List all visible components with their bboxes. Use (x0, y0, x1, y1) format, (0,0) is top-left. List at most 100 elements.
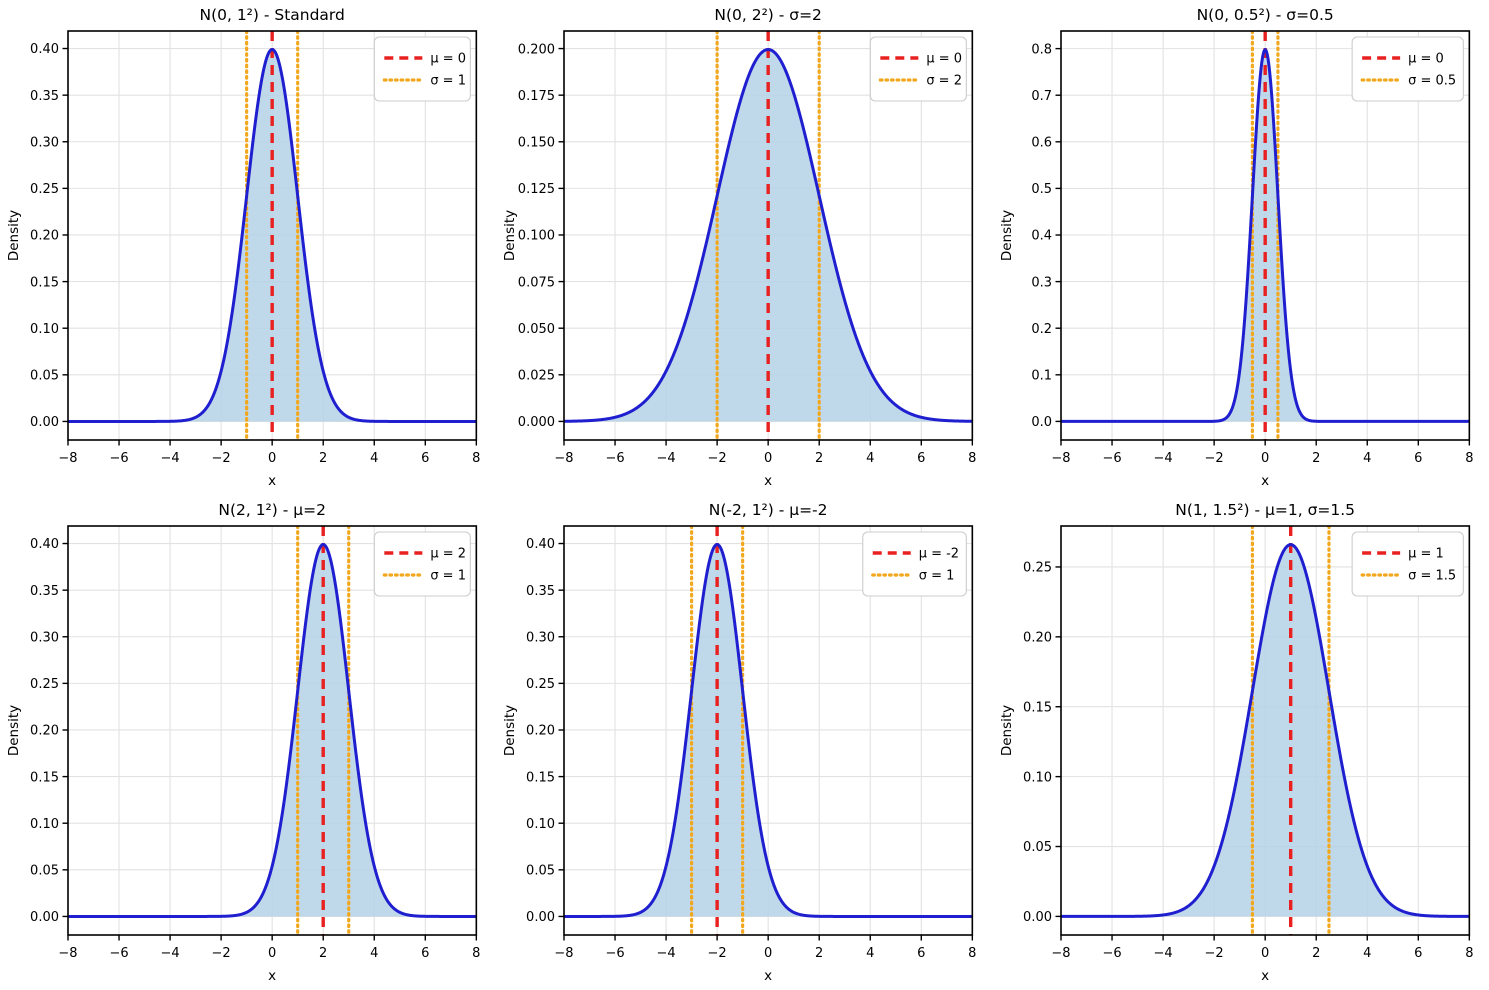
x-tick-label: 0 (764, 946, 772, 961)
subplot-title: N(0, 2²) - σ=2 (715, 6, 822, 24)
x-tick-label: 2 (1312, 451, 1320, 466)
x-axis-ticks: −8 −6 −4 −2 0 2 4 6 8 (1051, 440, 1473, 466)
x-tick-label: −2 (1204, 451, 1223, 466)
x-tick-label: 6 (1414, 451, 1422, 466)
x-axis-ticks: −8 −6 −4 −2 0 2 4 6 8 (555, 440, 977, 466)
x-tick-label: 4 (866, 451, 874, 466)
legend: μ = 0 σ = 1 (373, 36, 471, 102)
legend-label: μ = 2 (430, 547, 466, 562)
legend-box (862, 531, 968, 597)
y-tick-label: 0.8 (1031, 42, 1052, 57)
y-axis-ticks: 0.00 0.05 0.10 0.15 0.20 0.25 0.30 0.35 0.40 (30, 537, 68, 925)
x-tick-label: −2 (708, 946, 727, 961)
x-tick-label: 2 (319, 946, 327, 961)
subplot-6: −8 −6 −4 −2 0 2 4 6 8 0.00 0.05 0.10 0.15 0.20 0.25 x De… (993, 495, 1489, 990)
x-tick-label: −4 (161, 451, 180, 466)
legend-label: σ = 1.5 (1408, 569, 1456, 584)
legend-box (373, 36, 471, 102)
y-tick-label: 0.6 (1031, 136, 1052, 151)
y-tick-label: 0.00 (1023, 910, 1052, 925)
subplot-3: −8 −6 −4 −2 0 2 4 6 8 0.0 0.1 0.2 0.3 0.4 0.5 0.6 0.7 0.8… (993, 0, 1489, 495)
density-curve (1060, 543, 1469, 918)
x-tick-label: −2 (212, 946, 231, 961)
y-tick-label: 0.10 (30, 322, 59, 337)
y-tick-label: 0.050 (518, 322, 555, 337)
legend-label: σ = 1 (919, 569, 955, 584)
x-tick-label: 2 (319, 451, 327, 466)
subplot-1: −8 −6 −4 −2 0 2 4 6 8 0.00 0.05 0.10 0.15 0.20 0.25 0.3… (0, 0, 496, 495)
x-tick-label: 6 (917, 946, 925, 961)
x-tick-label: −6 (1102, 451, 1121, 466)
y-tick-label: 0.30 (30, 630, 59, 645)
y-tick-label: 0.20 (526, 724, 555, 739)
x-tick-label: −2 (1204, 946, 1223, 961)
y-tick-label: 0.05 (526, 864, 555, 879)
x-tick-label: 4 (1363, 946, 1371, 961)
x-tick-label: −4 (657, 451, 676, 466)
x-tick-label: 6 (421, 451, 429, 466)
y-tick-label: 0.20 (30, 724, 59, 739)
y-axis-label: Density (999, 210, 1015, 261)
x-tick-label: 0 (268, 946, 276, 961)
x-tick-label: −6 (109, 946, 128, 961)
density-curve (67, 543, 477, 918)
y-tick-label: 0.25 (30, 182, 59, 197)
x-tick-label: 2 (1312, 946, 1320, 961)
y-tick-label: 0.025 (518, 369, 555, 384)
y-tick-label: 0.15 (526, 770, 555, 785)
legend-box (1351, 531, 1464, 597)
y-tick-label: 0.10 (30, 817, 59, 832)
x-axis-ticks: −8 −6 −4 −2 0 2 4 6 8 (58, 935, 480, 961)
x-axis-label: x (764, 968, 772, 984)
y-tick-label: 0.00 (30, 415, 59, 430)
density-curve (564, 48, 973, 423)
x-tick-label: 2 (815, 946, 823, 961)
subplot-title: N(2, 1²) - μ=2 (218, 501, 326, 519)
x-tick-label: −8 (1051, 946, 1070, 961)
subplot-title: N(-2, 1²) - μ=-2 (709, 501, 828, 519)
legend-box (870, 36, 968, 102)
legend-label: σ = 0.5 (1408, 74, 1456, 89)
subplot-5: −8 −6 −4 −2 0 2 4 6 8 0.00 0.05 0.10 0.15 0.20 0.25 0.3… (496, 495, 992, 990)
subplot-title: N(1, 1.5²) - μ=1, σ=1.5 (1175, 501, 1355, 519)
subplot-title: N(0, 1²) - Standard (200, 6, 345, 24)
y-tick-label: 0.15 (1023, 700, 1052, 715)
y-tick-label: 0.05 (1023, 840, 1052, 855)
x-tick-label: 0 (268, 451, 276, 466)
x-tick-label: −6 (606, 946, 625, 961)
legend-label: σ = 2 (927, 74, 963, 89)
legend-label: μ = 0 (1408, 52, 1444, 67)
legend: μ = 1 σ = 1.5 (1351, 531, 1464, 597)
y-tick-label: 0.20 (1023, 631, 1052, 646)
legend: μ = -2 σ = 1 (862, 531, 968, 597)
legend-box (373, 531, 471, 597)
x-axis-label: x (1261, 968, 1269, 984)
x-tick-label: −4 (1153, 946, 1172, 961)
x-axis-ticks: −8 −6 −4 −2 0 2 4 6 8 (555, 935, 977, 961)
legend-label: σ = 1 (430, 569, 466, 584)
density-curve (564, 543, 973, 918)
y-tick-label: 0.35 (526, 584, 555, 599)
x-tick-label: −2 (212, 451, 231, 466)
legend-label: μ = 0 (927, 52, 963, 67)
y-tick-label: 0.40 (30, 42, 59, 57)
y-tick-label: 0.075 (518, 275, 555, 290)
y-tick-label: 0.30 (30, 135, 59, 150)
subplot-title: N(0, 0.5²) - σ=0.5 (1196, 6, 1333, 24)
y-tick-label: 0.2 (1031, 322, 1052, 337)
legend-label: μ = -2 (919, 547, 959, 562)
density-fill (1060, 544, 1469, 917)
y-tick-label: 0.150 (518, 135, 555, 150)
density-curve (67, 48, 477, 423)
x-tick-label: −8 (58, 946, 77, 961)
x-axis-label: x (268, 968, 276, 984)
x-tick-label: −4 (657, 946, 676, 961)
x-axis-ticks: −8 −6 −4 −2 0 2 4 6 8 (1051, 935, 1473, 961)
x-axis-label: x (268, 473, 276, 489)
y-axis-ticks: 0.00 0.05 0.10 0.15 0.20 0.25 (1023, 561, 1061, 925)
y-axis-ticks: 0.000 0.025 0.050 0.075 0.100 0.125 0.150 0.175… (518, 42, 565, 430)
x-tick-label: −4 (1153, 451, 1172, 466)
y-tick-label: 0.100 (518, 229, 555, 244)
y-tick-label: 0.3 (1031, 275, 1052, 290)
x-tick-label: 4 (370, 451, 378, 466)
